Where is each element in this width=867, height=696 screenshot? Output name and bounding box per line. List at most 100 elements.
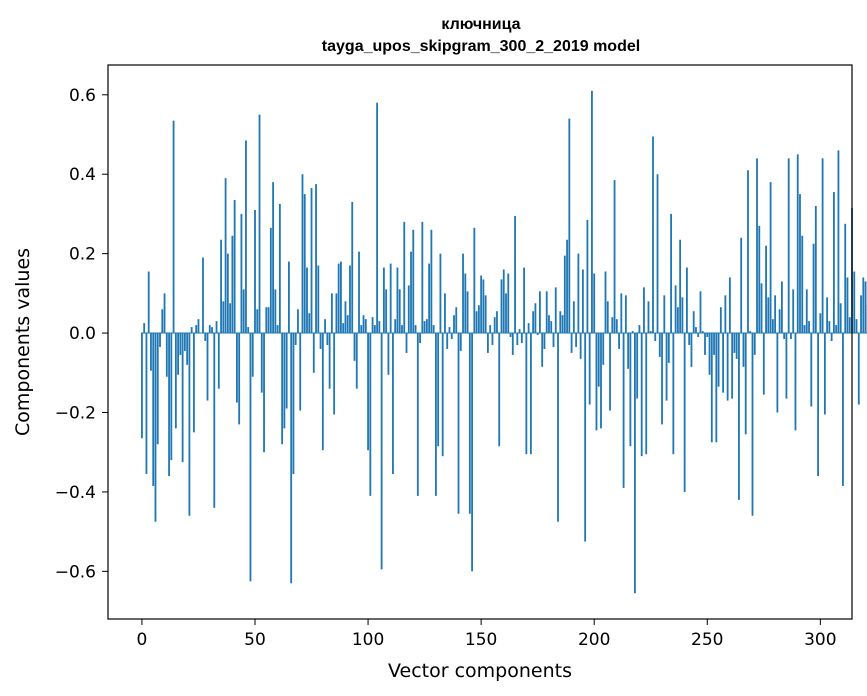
bar [532, 311, 535, 334]
bar [708, 333, 711, 375]
bar [604, 271, 607, 334]
bar [428, 263, 431, 334]
bar [242, 289, 245, 334]
bar [864, 281, 867, 334]
bar [514, 215, 516, 334]
bar [561, 315, 564, 334]
bar [509, 333, 512, 338]
bar [670, 213, 672, 334]
bar [468, 333, 471, 514]
bar [520, 333, 523, 343]
bar [419, 333, 421, 343]
bar [643, 287, 645, 334]
bar [833, 192, 835, 334]
bar [683, 333, 686, 492]
bar [609, 333, 611, 411]
bar [767, 297, 770, 334]
bar [618, 333, 620, 349]
bar [299, 333, 302, 411]
bar [572, 301, 575, 334]
bar [593, 273, 596, 334]
bar [480, 275, 483, 334]
bar [819, 313, 822, 334]
bar [629, 333, 632, 447]
bar [842, 333, 844, 486]
bar [371, 317, 374, 334]
bar [688, 333, 691, 345]
bar [857, 333, 860, 405]
y-tick-label: 0.0 [69, 324, 96, 344]
bar [222, 301, 225, 334]
bar [586, 219, 589, 334]
bar [613, 180, 616, 334]
bar [541, 333, 544, 367]
bar [511, 333, 514, 355]
bar [835, 325, 838, 334]
bar [577, 253, 580, 334]
bar [738, 333, 740, 500]
bar [335, 293, 338, 334]
bar [441, 333, 444, 457]
bar [620, 293, 623, 334]
bar [220, 239, 222, 334]
bar [290, 333, 293, 584]
bar [552, 333, 555, 347]
x-tick-label: 0 [137, 630, 148, 650]
bar [638, 325, 641, 334]
bar [303, 194, 306, 334]
bar [236, 333, 238, 403]
bar [301, 174, 304, 334]
bar [360, 325, 363, 334]
bar [654, 333, 657, 341]
bar [690, 333, 693, 367]
bar [634, 333, 636, 594]
bar [344, 301, 347, 334]
bar [278, 204, 281, 334]
bar [758, 225, 761, 334]
bar [202, 257, 204, 334]
bar [765, 245, 767, 334]
bar [462, 253, 464, 334]
bar [597, 333, 600, 387]
bar [260, 333, 263, 393]
bar [645, 333, 648, 455]
bar [466, 291, 469, 334]
bar [606, 301, 609, 334]
bar [475, 311, 478, 334]
bar [215, 321, 218, 334]
bar [274, 289, 277, 334]
bar [337, 263, 340, 334]
bar [346, 315, 349, 334]
bar [373, 325, 376, 334]
bar [376, 102, 379, 334]
bar [233, 200, 236, 334]
bar [310, 188, 313, 334]
bar [351, 202, 354, 334]
bar [545, 291, 548, 334]
bar [808, 321, 810, 334]
y-tick-label: −0.4 [55, 483, 96, 503]
bar [740, 237, 743, 334]
chart-title-line-1: ключница [441, 16, 520, 33]
plot-frame [107, 64, 853, 620]
bar [790, 333, 792, 340]
bar [769, 182, 772, 334]
bar [294, 333, 297, 345]
bar [780, 281, 783, 334]
bar [749, 331, 752, 334]
bar [539, 291, 541, 334]
bar [557, 333, 559, 522]
bar [423, 321, 426, 334]
bar [771, 319, 774, 334]
bar [249, 333, 252, 582]
bar [591, 90, 593, 334]
bar [667, 333, 670, 363]
bar [493, 317, 496, 334]
bar [751, 333, 754, 516]
bar [312, 333, 315, 373]
bar [548, 315, 550, 334]
bar [471, 333, 473, 572]
bar [525, 333, 528, 455]
bar [172, 120, 175, 334]
